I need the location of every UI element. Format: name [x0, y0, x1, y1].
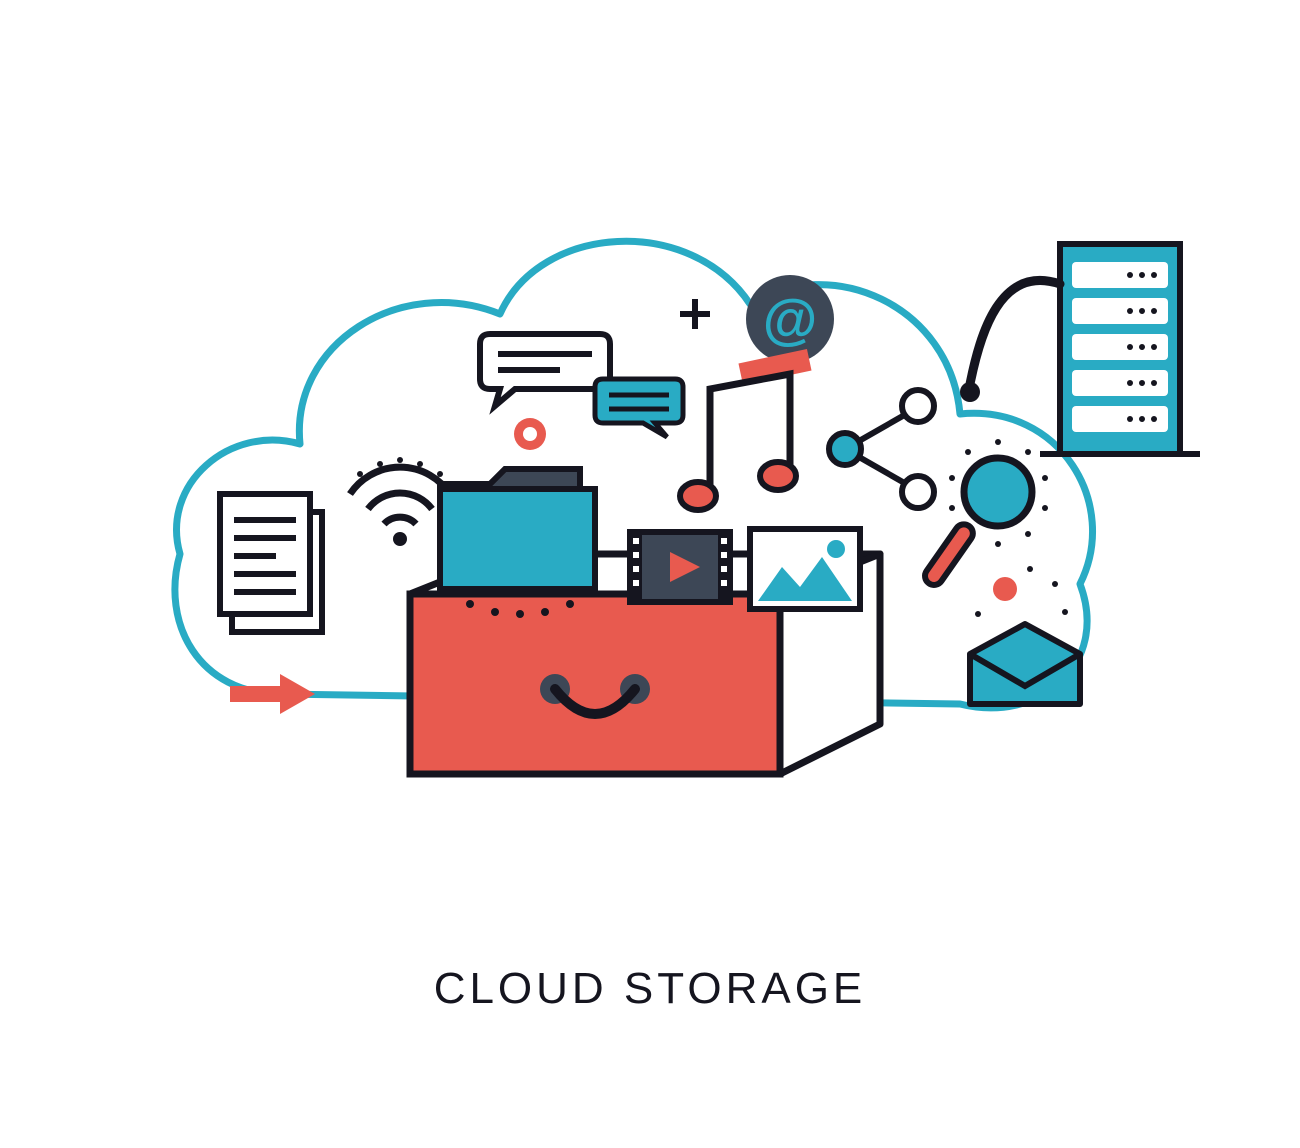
server-cable-icon: [970, 280, 1060, 384]
infographic-title: CLOUD STORAGE: [434, 964, 867, 1014]
cloud-storage-infographic: @: [100, 134, 1200, 934]
image-icon: [750, 529, 860, 609]
video-icon: [630, 532, 730, 602]
server-rack-icon: [1040, 244, 1200, 454]
dot-icon: [514, 418, 546, 450]
at-symbol-icon: @: [746, 275, 834, 363]
svg-text:@: @: [763, 287, 818, 350]
documents-icon: [220, 494, 322, 632]
